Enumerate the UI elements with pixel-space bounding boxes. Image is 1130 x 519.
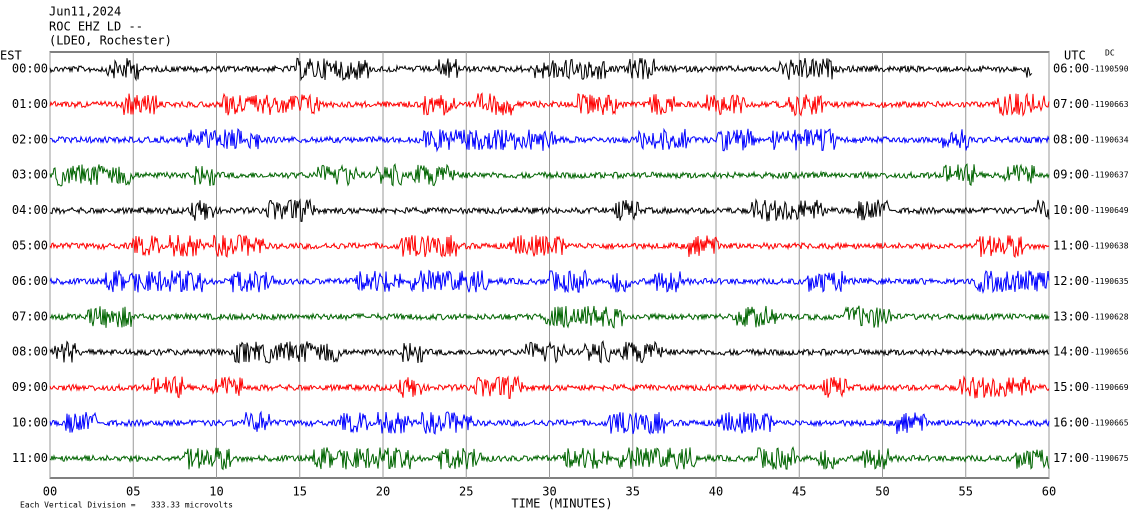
scale-value: 333.33 microvolts	[151, 501, 233, 510]
x-tick-label: 00	[43, 485, 57, 499]
x-tick-label: 45	[792, 485, 806, 499]
trace	[49, 163, 1050, 187]
x-tick-label: 60	[1042, 485, 1056, 499]
x-tick-label: 10	[209, 485, 223, 499]
utc-label: 07:00	[1053, 97, 1089, 111]
x-tick-label: 20	[376, 485, 390, 499]
est-label: 03:00	[12, 168, 48, 182]
x-tick-label: 25	[459, 485, 473, 499]
trace	[49, 198, 1050, 222]
utc-label: 13:00	[1053, 309, 1089, 323]
right-zone: UTC	[1064, 49, 1086, 63]
x-tick-label: 05	[126, 485, 140, 499]
dc-value: -1190665	[1090, 419, 1129, 428]
utc-label: 12:00	[1053, 274, 1089, 288]
est-label: 10:00	[12, 416, 48, 430]
dc-value: -1190663	[1090, 100, 1129, 109]
utc-label: 17:00	[1053, 451, 1089, 465]
trace	[49, 127, 1050, 153]
est-label: 06:00	[12, 274, 48, 288]
dc-value: -1190638	[1090, 242, 1129, 251]
dc-label: DC	[1105, 49, 1115, 58]
trace	[49, 340, 1050, 364]
utc-label: 10:00	[1053, 203, 1089, 217]
x-tick-label: 40	[709, 485, 723, 499]
utc-label: 06:00	[1053, 62, 1089, 76]
location: (LDEO, Rochester)	[49, 34, 172, 48]
x-tick-label: 35	[626, 485, 640, 499]
utc-label: 11:00	[1053, 239, 1089, 253]
dc-value: -1190634	[1090, 135, 1129, 144]
trace	[49, 446, 1050, 471]
dc-value: -1190656	[1090, 348, 1129, 357]
scale-text: Each Vertical Division =	[20, 501, 136, 510]
est-label: 11:00	[12, 451, 48, 465]
utc-label: 14:00	[1053, 345, 1089, 359]
dc-value: -1190669	[1090, 383, 1129, 392]
date: Jun11,2024	[49, 5, 121, 19]
trace	[49, 375, 1050, 399]
trace	[49, 410, 1050, 435]
x-tick-label: 30	[542, 485, 556, 499]
est-label: 08:00	[12, 345, 48, 359]
utc-label: 09:00	[1053, 168, 1089, 182]
utc-label: 15:00	[1053, 380, 1089, 394]
trace	[49, 92, 1050, 117]
utc-label: 08:00	[1053, 132, 1089, 146]
x-tick-label: 55	[959, 485, 973, 499]
dc-value: -1190590	[1090, 65, 1129, 74]
x-tick-label: 15	[293, 485, 307, 499]
dc-value: -1190635	[1090, 277, 1129, 286]
dc-value: -1190675	[1090, 454, 1129, 463]
dc-value: -1190628	[1090, 312, 1129, 321]
est-label: 07:00	[12, 309, 48, 323]
est-label: 04:00	[12, 203, 48, 217]
x-axis-label: TIME (MINUTES)	[511, 497, 612, 511]
est-label: 09:00	[12, 380, 48, 394]
dc-value: -1190649	[1090, 206, 1129, 215]
x-tick-label: 50	[875, 485, 889, 499]
trace	[49, 305, 1050, 329]
dc-value: -1190637	[1090, 171, 1129, 180]
left-zone: EST	[0, 49, 22, 63]
utc-label: 16:00	[1053, 416, 1089, 430]
trace	[49, 269, 1050, 295]
est-label: 05:00	[12, 239, 48, 253]
trace	[49, 234, 1050, 259]
trace	[49, 57, 1033, 82]
station: ROC EHZ LD --	[49, 20, 143, 34]
est-label: 02:00	[12, 132, 48, 146]
est-label: 01:00	[12, 97, 48, 111]
est-label: 00:00	[12, 62, 48, 76]
